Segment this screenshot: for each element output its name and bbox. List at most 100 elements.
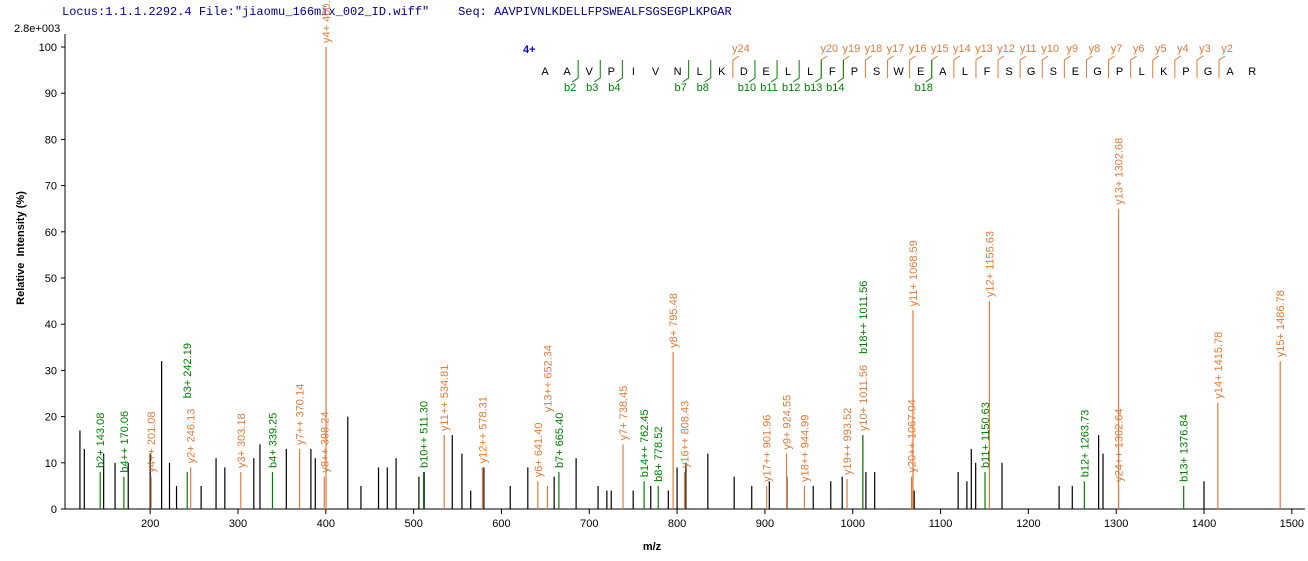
peak-label: b3+ 242.19 [182,343,194,398]
residue: F [829,66,836,78]
residue: L [785,66,791,78]
y-fragment-marker [1152,55,1160,78]
y-fragment-marker [997,55,1005,78]
peak-label: b12+ 1263.73 [1079,410,1091,478]
y-tick-label: 40 [45,319,57,331]
y-fragment-label: y19 [842,43,860,55]
x-tick-label: 700 [580,518,598,530]
residue: S [873,66,880,78]
x-tick-label: 1100 [929,518,953,530]
b-fragment-marker [925,60,933,83]
residue: L [807,66,813,78]
residue: E [1072,66,1079,78]
x-tick-label: 200 [141,518,159,530]
y-tick-label: 10 [45,458,57,470]
peak-label: b14++ 762.45 [639,409,651,477]
y-tick-label: 0 [51,504,57,516]
residue: N [674,66,682,78]
y-fragment-label: y11 [1020,43,1037,55]
b-fragment-marker [837,60,844,83]
x-tick-label: 600 [492,518,510,530]
y-fragment-label: y17 [887,43,905,55]
peak-label: y11++ 534.81 [439,365,451,431]
residue: A [563,66,571,78]
x-tick-label: 1400 [1192,518,1216,530]
residue: L [1139,66,1145,78]
b-fragment-marker [571,60,579,83]
x-tick-label: 400 [317,518,335,530]
y-fragment-marker [1019,55,1027,78]
b-fragment-label: b8 [697,82,709,94]
y-tick-label: 60 [45,227,57,239]
b-fragment-label: b3 [586,82,598,94]
y-fragment-label: y13 [975,43,993,55]
residue: G [1093,66,1102,78]
y-fragment-label: y14 [953,43,971,55]
y-fragment-marker [1174,55,1182,78]
peak-label: b8+ 778.52 [653,427,665,482]
peak-label: y11+ 1068.59 [908,240,920,306]
y-axis-label: Relative Intensity (%) [15,191,27,305]
y-fragment-marker [909,55,916,78]
residue: L [697,66,703,78]
y-fragment-label: y4 [1177,43,1189,55]
y-fragment-marker [842,55,850,78]
y-fragment-marker [1063,55,1071,78]
peak-label: y19++ 993.52 [842,408,854,475]
b-fragment-marker [593,60,601,83]
b-fragment-label: b14 [826,82,844,94]
intensity-scale: 2.8e+003 [14,23,60,35]
peak-label: y12++ 578.31 [477,396,489,463]
y-fragment-marker [953,55,961,78]
y-fragment-marker [1130,55,1137,78]
peak-label: b7+ 665.40 [554,413,566,468]
y-fragment-label: y12 [997,43,1015,55]
peak-label: y13++ 652.34 [542,345,554,412]
residue: L [962,66,968,78]
peak-label: y7++ 370.14 [295,384,307,445]
y-fragment-marker [1218,55,1226,78]
y-fragment-label: y5 [1155,43,1167,55]
y-tick-label: 100 [39,42,57,54]
residue: I [632,66,635,78]
peak-label: y6+ 641.40 [533,423,545,478]
y-tick-label: 90 [45,88,57,100]
b-fragment-label: b2 [564,82,576,94]
peak-label: b2+ 143.08 [95,413,107,468]
residue: A [541,66,549,78]
peak-label: b10++ 511.30 [419,401,431,468]
x-tick-label: 1300 [1104,518,1128,530]
peak-label: b11+ 1150.63 [980,402,992,468]
b-fragment-marker [792,60,800,83]
peak-label: y9+ 924.55 [781,395,793,450]
y-fragment-label: y6 [1133,43,1145,55]
peak-label: y10+ 1011.56 [858,365,870,431]
residue: G [1204,66,1213,78]
peak-label: y14+ 1415.78 [1213,332,1225,399]
b-fragment-label: b11 [760,82,778,94]
residue: S [1050,66,1057,78]
y-fragment-label: y3 [1199,43,1211,55]
b-fragment-marker [616,60,623,83]
y-fragment-label: y8 [1089,43,1101,55]
y-fragment-marker [864,55,872,78]
peak-label: y2+ 246.13 [186,409,198,464]
residue: P [608,66,615,78]
peak-label: y17++ 901.96 [762,415,774,482]
y-fragment-label: y7 [1111,43,1123,55]
y-fragment-marker [931,55,939,78]
y-tick-label: 50 [45,273,57,285]
b-fragment-marker [748,60,756,83]
y-fragment-label: y20 [820,43,838,55]
b-fragment-marker [682,60,690,83]
y-fragment-label: y10 [1041,43,1059,55]
b-fragment-marker [770,60,778,83]
y-fragment-label: y15 [931,43,949,55]
residue: P [851,66,858,78]
peak-label: y3+ 303.18 [236,413,248,468]
y-fragment-label: y18 [865,43,883,55]
peak-label: b13+ 1376.84 [1179,414,1191,482]
b-fragment-marker [814,60,822,83]
residue: A [1226,66,1234,78]
